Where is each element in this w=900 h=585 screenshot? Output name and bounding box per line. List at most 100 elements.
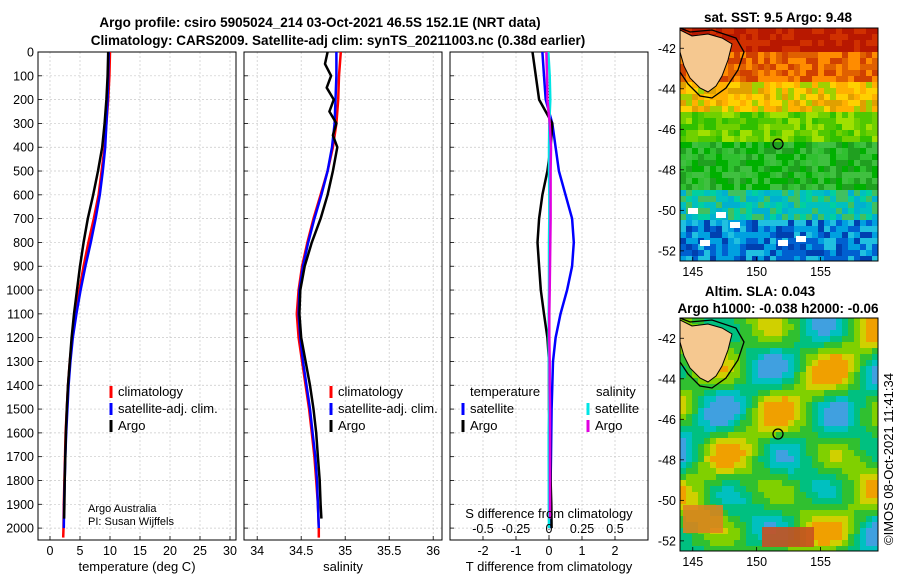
sst-cell [746, 52, 752, 58]
sst-cell [848, 196, 854, 202]
sst-cell [788, 160, 794, 166]
sla-cell [758, 414, 764, 420]
sla-cell [800, 330, 806, 336]
sla-cell [764, 348, 770, 354]
sla-cell [686, 540, 692, 546]
sst-cell [842, 118, 848, 124]
sla-cell [716, 318, 722, 324]
sla-cell [734, 402, 740, 408]
sla-cell [848, 456, 854, 462]
sla-cell [848, 372, 854, 378]
sla-cell [728, 492, 734, 498]
sla-cell [758, 522, 764, 528]
sla-cell [716, 456, 722, 462]
sst-cell [728, 88, 734, 94]
sla-cell [776, 384, 782, 390]
sst-cell [866, 46, 872, 52]
coastline-outline [680, 28, 745, 99]
sst-cell [758, 118, 764, 124]
sst-cell [824, 244, 830, 250]
sst-cell [692, 154, 698, 160]
sla-cell [800, 516, 806, 522]
sla-cell [746, 546, 752, 551]
legend-t-satellite: satellite [470, 401, 514, 416]
sst-cell [824, 46, 830, 52]
sst-cell [800, 244, 806, 250]
sla-cell [806, 342, 812, 348]
sst-cell [770, 118, 776, 124]
sst-cell [842, 244, 848, 250]
sla-cell [752, 408, 758, 414]
sla-cell [848, 420, 854, 426]
sla-cell [824, 480, 830, 486]
sst-cell [818, 142, 824, 148]
sst-cell [782, 148, 788, 154]
sst-cell [776, 184, 782, 190]
sst-cell [794, 28, 800, 34]
sla-cell [830, 384, 836, 390]
sst-cell [776, 220, 782, 226]
sla-cell [800, 474, 806, 480]
sst-cell [770, 178, 776, 184]
sla-cell [776, 432, 782, 438]
sst-cell [788, 112, 794, 118]
sla-cell [782, 324, 788, 330]
sst-cell [806, 88, 812, 94]
sla-cell [866, 360, 872, 366]
sst-cell [752, 52, 758, 58]
sla-cell [734, 438, 740, 444]
sst-cell [746, 202, 752, 208]
sst-cell [716, 160, 722, 166]
sst-cell [872, 94, 878, 100]
sst-cell [836, 100, 842, 106]
sla-cell [788, 402, 794, 408]
sla-cell [722, 456, 728, 462]
sst-cell [824, 154, 830, 160]
sst-cell [716, 190, 722, 196]
sst-cell [848, 112, 854, 118]
sla-cell [848, 348, 854, 354]
depth-tick-label: 400 [13, 141, 34, 155]
sla-cell [728, 348, 734, 354]
sst-cell [764, 88, 770, 94]
sla-cell [728, 426, 734, 432]
sla-cell [794, 420, 800, 426]
sst-cell [860, 52, 866, 58]
sst-cell [812, 34, 818, 40]
sla-cell [692, 432, 698, 438]
sst-cell [752, 232, 758, 238]
sla-cell [866, 546, 872, 551]
sla-cell [872, 528, 878, 534]
sst-cell [692, 256, 698, 261]
sst-cell [734, 196, 740, 202]
sla-cell [710, 408, 716, 414]
sst-cell [794, 142, 800, 148]
sst-cell [710, 256, 716, 261]
sla-cell [842, 510, 848, 516]
sla-cell [842, 480, 848, 486]
sst-cell [686, 256, 692, 261]
sst-cell [800, 106, 806, 112]
sla-cell [716, 486, 722, 492]
sla-cell [782, 396, 788, 402]
sla-cell [746, 342, 752, 348]
sst-cell [728, 130, 734, 136]
sla-cell [794, 324, 800, 330]
sla-cell [692, 408, 698, 414]
sla-cell [836, 474, 842, 480]
sst-cell [788, 130, 794, 136]
sla-cell [734, 384, 740, 390]
sla-cell [854, 516, 860, 522]
sst-cell [740, 28, 746, 34]
sst-cell [872, 178, 878, 184]
sst-cell [872, 58, 878, 64]
sst-cell [806, 190, 812, 196]
sla-cell [824, 426, 830, 432]
sla-cell [776, 366, 782, 372]
sst-cell [866, 118, 872, 124]
sla-cell [746, 390, 752, 396]
sst-cell [800, 232, 806, 238]
depth-tick-label: 0 [27, 46, 34, 60]
sst-cell [710, 136, 716, 142]
sla-cell [848, 462, 854, 468]
